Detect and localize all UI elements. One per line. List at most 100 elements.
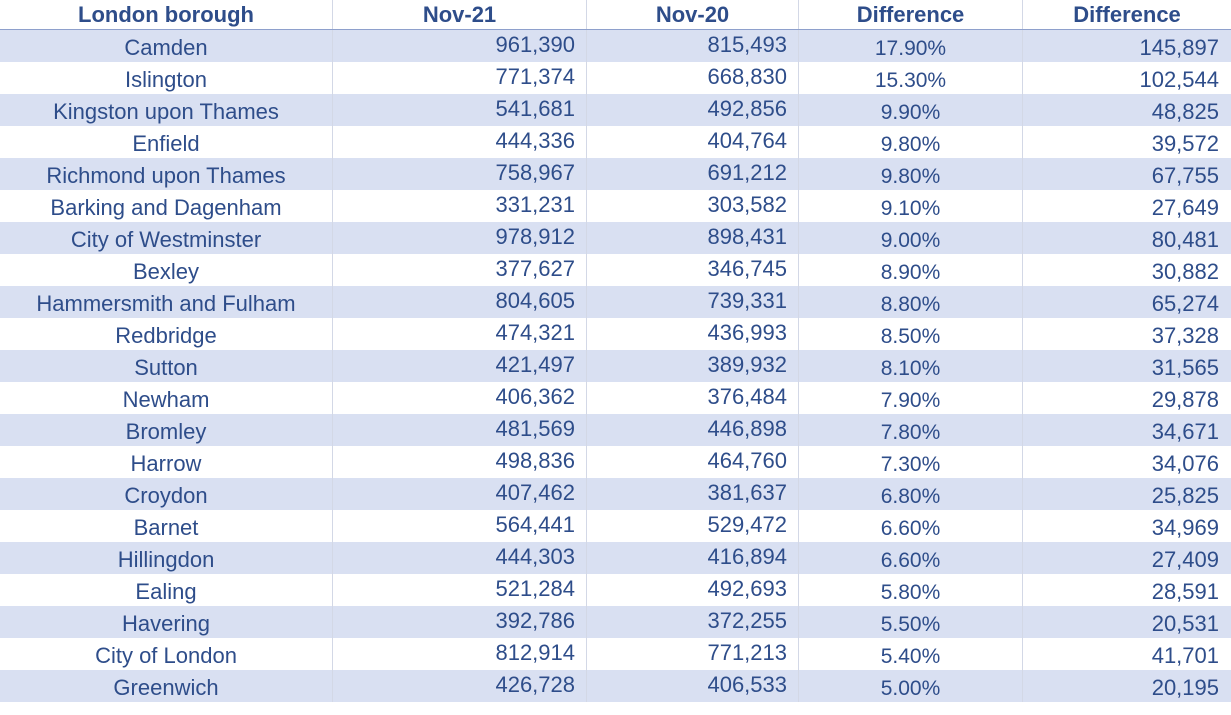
difference-pct-cell[interactable]: 8.80% — [799, 286, 1023, 318]
nov21-cell[interactable]: 758,967 — [333, 158, 587, 190]
borough-cell[interactable]: Barking and Dagenham — [0, 190, 333, 222]
nov20-cell[interactable]: 381,637 — [587, 478, 799, 510]
difference-abs-cell[interactable]: 145,897 — [1139, 35, 1219, 60]
nov20-cell[interactable]: 739,331 — [587, 286, 799, 318]
difference-abs-cell[interactable]: 37,328 — [1151, 323, 1219, 348]
table-row[interactable]: Hammersmith and Fulham 804,605 739,331 8.80… — [0, 286, 1231, 318]
difference-pct-cell[interactable]: 7.30% — [799, 446, 1023, 478]
borough-cell[interactable]: Newham — [0, 382, 333, 414]
nov20-cell[interactable]: 691,212 — [587, 158, 799, 190]
nov20-cell[interactable]: 389,932 — [587, 350, 799, 382]
difference-abs-cell[interactable]: 34,671 — [1151, 419, 1219, 444]
borough-cell[interactable]: Islington — [0, 62, 333, 94]
nov20-cell[interactable]: 446,898 — [587, 414, 799, 446]
difference-abs-cell[interactable]: 48,825 — [1151, 99, 1219, 124]
difference-pct-cell[interactable]: 7.90% — [799, 382, 1023, 414]
borough-cell[interactable]: Havering — [0, 606, 333, 638]
nov21-cell[interactable]: 541,681 — [333, 94, 587, 126]
nov21-cell[interactable]: 331,231 — [333, 190, 587, 222]
difference-pct-cell[interactable]: 8.90% — [799, 254, 1023, 286]
nov21-cell[interactable]: 521,284 — [333, 574, 587, 606]
table-row[interactable]: Harrow 498,836 464,760 7.30% 34,076 — [0, 446, 1231, 478]
difference-pct-cell[interactable]: 5.50% — [799, 606, 1023, 638]
nov21-cell[interactable]: 377,627 — [333, 254, 587, 286]
difference-pct-cell[interactable]: 6.80% — [799, 478, 1023, 510]
borough-cell[interactable]: Redbridge — [0, 318, 333, 350]
difference-pct-cell[interactable]: 9.80% — [799, 126, 1023, 158]
borough-cell[interactable]: Bromley — [0, 414, 333, 446]
nov21-cell[interactable]: 564,441 — [333, 510, 587, 542]
nov21-cell[interactable]: 421,497 — [333, 350, 587, 382]
borough-cell[interactable]: Barnet — [0, 510, 333, 542]
difference-pct-cell[interactable]: 6.60% — [799, 542, 1023, 574]
nov20-cell[interactable]: 346,745 — [587, 254, 799, 286]
table-row[interactable]: Islington 771,374 668,830 15.30% 102,544 — [0, 62, 1231, 94]
difference-pct-cell[interactable]: 15.30% — [799, 62, 1023, 94]
nov20-cell[interactable]: 529,472 — [587, 510, 799, 542]
nov20-cell[interactable]: 406,533 — [587, 670, 799, 702]
nov20-cell[interactable]: 815,493 — [587, 30, 799, 62]
borough-cell[interactable]: Hillingdon — [0, 542, 333, 574]
nov21-cell[interactable]: 961,390 — [333, 30, 587, 62]
borough-cell[interactable]: Richmond upon Thames — [0, 158, 333, 190]
difference-pct-cell[interactable]: 8.50% — [799, 318, 1023, 350]
difference-abs-cell[interactable]: 25,825 — [1151, 483, 1219, 508]
nov21-cell[interactable]: 444,336 — [333, 126, 587, 158]
nov21-cell[interactable]: 812,914 — [333, 638, 587, 670]
table-row[interactable]: Barnet 564,441 529,472 6.60% 34,969 — [0, 510, 1231, 542]
nov20-cell[interactable]: 464,760 — [587, 446, 799, 478]
difference-pct-cell[interactable]: 8.10% — [799, 350, 1023, 382]
borough-cell[interactable]: City of Westminster — [0, 222, 333, 254]
table-row[interactable]: Richmond upon Thames 758,967 691,212 9.80% 6… — [0, 158, 1231, 190]
difference-abs-cell[interactable]: 30,882 — [1151, 259, 1219, 284]
difference-abs-cell[interactable]: 65,274 — [1151, 291, 1219, 316]
table-row[interactable]: Barking and Dagenham 331,231 303,582 9.10% 2… — [0, 190, 1231, 222]
difference-pct-cell[interactable]: 6.60% — [799, 510, 1023, 542]
difference-pct-cell[interactable]: 9.90% — [799, 94, 1023, 126]
difference-pct-cell[interactable]: 5.00% — [799, 670, 1023, 702]
difference-pct-cell[interactable]: 5.80% — [799, 574, 1023, 606]
table-row[interactable]: Sutton 421,497 389,932 8.10% 31,565 — [0, 350, 1231, 382]
table-row[interactable]: Enfield 444,336 404,764 9.80% 39,572 — [0, 126, 1231, 158]
nov21-cell[interactable]: 407,462 — [333, 478, 587, 510]
table-row[interactable]: Kingston upon Thames 541,681 492,856 9.90% 4… — [0, 94, 1231, 126]
borough-cell[interactable]: Greenwich — [0, 670, 333, 702]
table-row[interactable]: Ealing 521,284 492,693 5.80% 28,591 — [0, 574, 1231, 606]
difference-abs-cell[interactable]: 34,969 — [1151, 515, 1219, 540]
difference-abs-cell[interactable]: 41,701 — [1151, 643, 1219, 668]
nov21-cell[interactable]: 978,912 — [333, 222, 587, 254]
nov20-cell[interactable]: 376,484 — [587, 382, 799, 414]
borough-cell[interactable]: City of London — [0, 638, 333, 670]
nov20-cell[interactable]: 771,213 — [587, 638, 799, 670]
table-row[interactable]: City of Westminster 978,912 898,431 9.00% 80… — [0, 222, 1231, 254]
nov20-cell[interactable]: 372,255 — [587, 606, 799, 638]
nov20-cell[interactable]: 416,894 — [587, 542, 799, 574]
difference-abs-cell[interactable]: 67,755 — [1151, 163, 1219, 188]
difference-abs-cell[interactable]: 102,544 — [1139, 67, 1219, 92]
borough-cell[interactable]: Harrow — [0, 446, 333, 478]
nov20-cell[interactable]: 404,764 — [587, 126, 799, 158]
nov21-cell[interactable]: 481,569 — [333, 414, 587, 446]
difference-pct-cell[interactable]: 7.80% — [799, 414, 1023, 446]
difference-pct-cell[interactable]: 5.40% — [799, 638, 1023, 670]
nov20-cell[interactable]: 898,431 — [587, 222, 799, 254]
difference-abs-cell[interactable]: 29,878 — [1151, 387, 1219, 412]
nov21-cell[interactable]: 406,362 — [333, 382, 587, 414]
nov20-cell[interactable]: 492,856 — [587, 94, 799, 126]
borough-cell[interactable]: Hammersmith and Fulham — [0, 286, 333, 318]
nov20-cell[interactable]: 303,582 — [587, 190, 799, 222]
borough-cell[interactable]: Kingston upon Thames — [0, 94, 333, 126]
difference-abs-cell[interactable]: 34,076 — [1151, 451, 1219, 476]
nov20-cell[interactable]: 492,693 — [587, 574, 799, 606]
borough-cell[interactable]: Camden — [0, 30, 333, 62]
table-row[interactable]: City of London 812,914 771,213 5.40% 41,701 — [0, 638, 1231, 670]
difference-abs-cell[interactable]: 31,565 — [1151, 355, 1219, 380]
difference-pct-cell[interactable]: 17.90% — [799, 30, 1023, 62]
difference-pct-cell[interactable]: 9.10% — [799, 190, 1023, 222]
difference-abs-cell[interactable]: 27,409 — [1151, 547, 1219, 572]
difference-abs-cell[interactable]: 27,649 — [1151, 195, 1219, 220]
nov21-cell[interactable]: 444,303 — [333, 542, 587, 574]
borough-cell[interactable]: Enfield — [0, 126, 333, 158]
difference-abs-cell[interactable]: 39,572 — [1151, 131, 1219, 156]
nov20-cell[interactable]: 436,993 — [587, 318, 799, 350]
